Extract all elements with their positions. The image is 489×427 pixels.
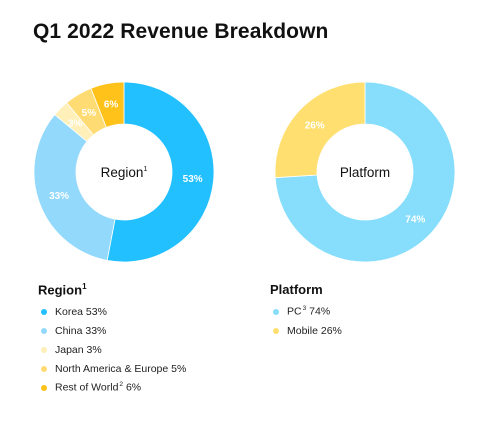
legend-label-pc-text: PC <box>287 305 302 318</box>
slice-rest-of-world <box>90 81 125 128</box>
legend-item-korea: Korea 53% <box>38 302 186 321</box>
legend-label-rest-sup: 2 <box>119 381 124 389</box>
legend-label-rest-value: 6% <box>123 381 142 394</box>
slice-label-pc: 74% <box>405 215 425 226</box>
chart-title: Q1 2022 Revenue Breakdown <box>33 20 329 43</box>
legend-dot-korea <box>41 308 47 315</box>
legend-item-pc: PC3 74% <box>270 302 342 321</box>
legend-dot-china <box>41 327 47 334</box>
legend-dot-mobile <box>273 327 279 334</box>
legend-label-pc-sup: 3 <box>302 305 307 313</box>
legend-label-korea: Korea 53% <box>55 305 107 318</box>
platform-legend-title: Platform <box>270 282 323 297</box>
legend-dot-na-europe <box>41 365 47 372</box>
region-legend-title-sup: 1 <box>82 282 87 291</box>
legend-label-pc: PC3 74% <box>287 305 330 318</box>
center-label-region: Region1 <box>101 165 148 180</box>
legend-label-pc-value: 74% <box>306 305 331 318</box>
legend-item-na-europe: North America & Europe 5% <box>38 359 186 378</box>
slice-pc <box>274 81 456 263</box>
legend-label-china: China 33% <box>55 324 107 337</box>
slice-korea <box>106 81 215 263</box>
legend-label-na-europe: North America & Europe 5% <box>55 362 187 375</box>
slice-china <box>33 114 116 261</box>
center-label-platform: Platform <box>340 165 390 180</box>
legend-item-japan: Japan 3% <box>38 340 186 359</box>
legend-label-rest-text: Rest of World <box>55 381 119 394</box>
legend-item-rest-of-world: Rest of World2 6% <box>38 378 186 397</box>
legend-dot-japan <box>41 346 47 353</box>
region-legend-title-text: Region <box>38 282 83 298</box>
slice-label-korea: 53% <box>183 174 203 185</box>
slice-label-mobile: 26% <box>305 120 325 131</box>
slice-label-north-america-europe: 5% <box>82 108 97 119</box>
legend-label-japan: Japan 3% <box>55 343 102 356</box>
platform-legend: PC3 74% Mobile 26% <box>270 302 342 340</box>
legend-item-china: China 33% <box>38 321 186 340</box>
legend-label-mobile: Mobile 26% <box>287 324 342 337</box>
legend-item-mobile: Mobile 26% <box>270 321 342 340</box>
region-legend: Korea 53% China 33% Japan 3% North Ameri… <box>38 302 186 397</box>
legend-dot-pc <box>273 308 279 315</box>
slice-label-japan: 3% <box>68 119 83 130</box>
slice-mobile <box>274 81 366 179</box>
slice-label-rest-of-world: 6% <box>104 100 119 111</box>
region-legend-title: Region1 <box>38 282 87 297</box>
legend-dot-rest-of-world <box>41 384 47 391</box>
slice-label-china: 33% <box>49 191 69 202</box>
legend-label-rest-of-world: Rest of World2 6% <box>55 381 141 394</box>
